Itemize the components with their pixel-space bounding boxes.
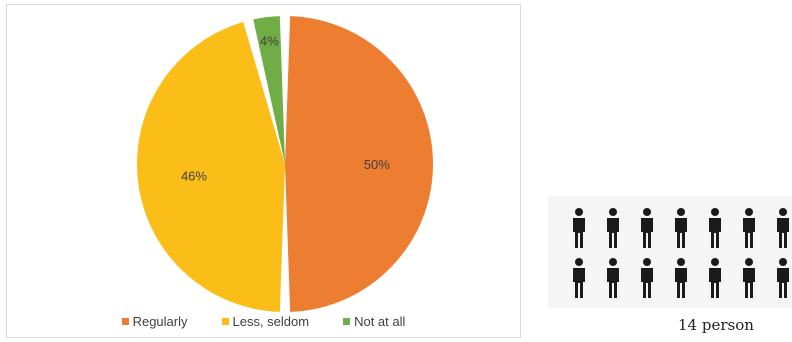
person-icon	[607, 208, 619, 248]
person-icon	[709, 258, 721, 298]
person-icon	[641, 258, 653, 298]
person-icon	[675, 208, 687, 248]
legend-label-regularly: Regularly	[132, 314, 188, 329]
person-icon	[607, 258, 619, 298]
pie-slice-regularly	[285, 16, 434, 312]
legend-swatch-regularly	[121, 318, 129, 325]
legend-item-regularly: Regularly	[121, 314, 188, 329]
pie-slice-less-seldom	[136, 22, 285, 312]
pie-chart: 50% 46% 4%	[136, 16, 434, 312]
legend-label-not-at-all: Not at all	[354, 314, 406, 329]
legend-swatch-less-seldom	[221, 318, 229, 325]
legend-item-not-at-all: Not at all	[343, 314, 405, 329]
pie-label-less-seldom: 46%	[181, 169, 207, 184]
person-icon	[777, 258, 789, 298]
person-icon	[743, 208, 755, 248]
pie-chart-panel: 50% 46% 4% Regularly Less, seldom Not at a…	[6, 4, 521, 338]
people-count-caption: 14 person	[678, 316, 754, 334]
chart-legend: Regularly Less, seldom Not at all	[7, 314, 520, 329]
person-icon	[573, 208, 585, 248]
people-icon-grid	[573, 208, 789, 298]
people-infographic: 14 person	[548, 196, 792, 342]
pie-slice-not-at-all	[253, 16, 285, 165]
legend-label-less-seldom: Less, seldom	[232, 314, 310, 329]
person-icon	[709, 208, 721, 248]
person-icon	[777, 208, 789, 248]
legend-swatch-not-at-all	[343, 318, 351, 325]
person-icon	[573, 258, 585, 298]
legend-item-less-seldom: Less, seldom	[221, 314, 310, 329]
person-icon	[675, 258, 687, 298]
person-icon	[743, 258, 755, 298]
pie-label-regularly: 50%	[364, 157, 390, 172]
person-icon	[641, 208, 653, 248]
pie-label-not-at-all: 4%	[260, 34, 279, 49]
